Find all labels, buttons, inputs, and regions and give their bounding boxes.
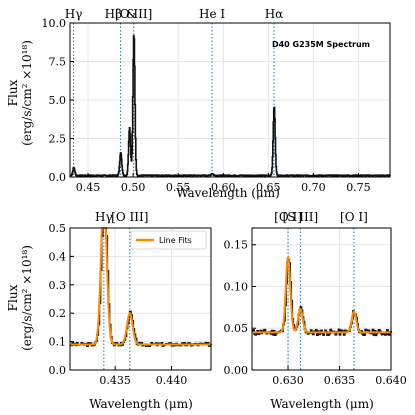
y-tick-label: 0.4 — [49, 250, 67, 263]
panel-3-xlabel: Wavelength (μm) — [270, 397, 374, 411]
line-marker-label: [O III] — [115, 7, 152, 21]
legend-label: Line Fits — [159, 236, 192, 245]
panel-1-top-labels: Hγ Hβ &[O III] He I Hα — [65, 7, 283, 21]
panel-3-frame — [251, 227, 392, 371]
x-tick-label: 0.60 — [211, 181, 236, 194]
y-tick-label: 0.5 — [49, 222, 67, 235]
x-tick-label: 0.65 — [256, 181, 281, 194]
x-tick-label: 0.640 — [375, 374, 407, 387]
x-tick-label: 0.435 — [99, 374, 131, 387]
y-tick-label: 0.1 — [49, 336, 67, 349]
panel-3-series — [252, 255, 392, 337]
line-marker-label: [O I] — [340, 210, 368, 224]
panel-3-ticks: 0.630 0.635 0.640 0.00 0.05 0.10 0.15 — [224, 239, 407, 387]
spectrum-annotation: D40 G235M Spectrum — [272, 40, 370, 49]
panel-2-line-markers — [103, 228, 131, 370]
panel-3-grid — [252, 228, 392, 371]
panel-3-top-labels: [O I][S III] [O I] — [274, 210, 368, 224]
line-marker-label: [S III] — [283, 210, 319, 224]
panel-3-line-markers — [287, 228, 355, 370]
panel-1-ylabel-line2: (erg/s/cm² ×10¹⁸) — [20, 40, 34, 146]
line-marker-label: He I — [199, 7, 225, 21]
panel-1-ticks: 0.45 0.50 0.55 0.60 0.65 0.70 0.75 0.0 2.5 5.0 7.5… — [42, 17, 371, 194]
panel-1-ylabel-line1: Flux — [6, 79, 20, 106]
line-fit-curve — [70, 227, 211, 346]
y-tick-label: 7.5 — [49, 56, 67, 69]
legend: Line Fits — [130, 230, 207, 250]
y-tick-label: 0.0 — [49, 364, 67, 377]
line-marker-label: Hβ & — [105, 7, 137, 21]
x-tick-label: 0.635 — [324, 374, 356, 387]
panel-2-frame — [69, 227, 212, 371]
line-marker-label: [O III] — [111, 210, 148, 224]
x-tick-label: 0.70 — [301, 181, 326, 194]
y-tick-label: 2.5 — [49, 133, 67, 146]
panel-2-ylabel-line2: (erg/s/cm² ×10¹⁸) — [20, 245, 34, 351]
full-spectrum-panel: 0.45 0.50 0.55 0.60 0.65 0.70 0.75 0.0 2.5 5.0 7.5… — [6, 7, 391, 200]
y-tick-label: 10.0 — [42, 17, 67, 30]
panel-2-ylabel-line1: Flux — [6, 284, 20, 311]
line-marker-label: Hγ — [65, 7, 83, 21]
observed-spectrum — [252, 258, 392, 337]
x-tick-label: 0.440 — [156, 374, 188, 387]
line-marker-label: Hγ — [95, 210, 113, 224]
x-tick-label: 0.55 — [166, 181, 191, 194]
panel-2-top-labels: Hγ[O III] — [95, 210, 148, 224]
panel-1-series — [69, 35, 391, 177]
observed-spectrum — [69, 35, 391, 177]
y-tick-label: 0.2 — [49, 307, 67, 320]
legend-box — [130, 230, 207, 250]
panel-1-xlabel: Wavelength (μm) — [176, 186, 280, 200]
y-tick-label: 0.15 — [224, 239, 249, 252]
line-fit-curve — [252, 255, 391, 334]
line-marker-label: [O I] — [274, 210, 302, 224]
y-tick-label: 5.0 — [49, 94, 67, 107]
panel-2-series — [70, 227, 212, 347]
y-tick-label: 0.00 — [224, 364, 249, 377]
x-tick-label: 0.75 — [346, 181, 371, 194]
panel-2-ticks: 0.435 0.440 0.0 0.1 0.2 0.3 0.4 0.5 — [49, 222, 188, 387]
zoom-hgamma-panel: 0.435 0.440 0.0 0.1 0.2 0.3 0.4 0.5 Hγ[O III] L… — [6, 210, 212, 411]
x-tick-label: 0.50 — [121, 181, 146, 194]
y-tick-label: 0.05 — [224, 322, 249, 335]
x-tick-label: 0.45 — [76, 181, 101, 194]
panel-2-xlabel: Wavelength (μm) — [89, 397, 193, 411]
y-tick-label: 0.10 — [224, 280, 249, 293]
y-tick-label: 0.3 — [49, 279, 67, 292]
line-marker-label: Hα — [265, 7, 284, 21]
x-tick-label: 0.630 — [272, 374, 304, 387]
y-tick-label: 0.0 — [49, 171, 67, 184]
